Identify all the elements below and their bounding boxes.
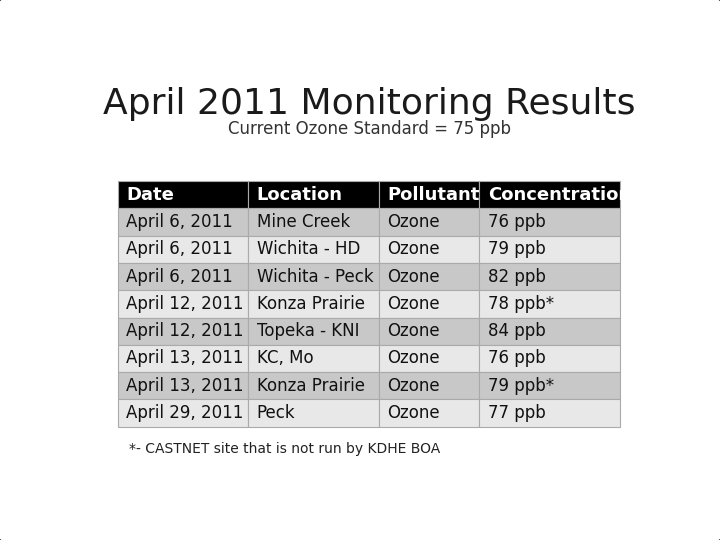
Bar (379, 208, 480, 236)
Text: Ozone: Ozone (387, 268, 440, 286)
Bar (248, 263, 379, 291)
Text: April 6, 2011: April 6, 2011 (126, 240, 233, 258)
Text: April 13, 2011: April 13, 2011 (126, 349, 244, 367)
Bar (118, 399, 248, 427)
Text: April 13, 2011: April 13, 2011 (126, 377, 244, 395)
Text: 79 ppb: 79 ppb (488, 240, 546, 258)
Bar (379, 236, 480, 263)
Bar (118, 291, 248, 318)
Text: Ozone: Ozone (387, 349, 440, 367)
Text: 78 ppb*: 78 ppb* (488, 295, 554, 313)
Text: Peck: Peck (257, 404, 295, 422)
Text: Konza Prairie: Konza Prairie (257, 377, 365, 395)
Text: Wichita - Peck: Wichita - Peck (257, 268, 374, 286)
Text: Current Ozone Standard = 75 ppb: Current Ozone Standard = 75 ppb (228, 120, 510, 138)
Text: 76 ppb: 76 ppb (488, 349, 546, 367)
Text: Date: Date (126, 186, 174, 204)
Text: 79 ppb*: 79 ppb* (488, 377, 554, 395)
Bar (379, 181, 480, 208)
Bar (480, 208, 620, 236)
Text: *- CASTNET site that is not run by KDHE BOA: *- CASTNET site that is not run by KDHE … (129, 442, 441, 456)
Bar (480, 263, 620, 291)
Bar (480, 181, 620, 208)
Text: 84 ppb: 84 ppb (488, 322, 546, 340)
Text: April 29, 2011: April 29, 2011 (126, 404, 243, 422)
Bar (118, 181, 248, 208)
Bar (480, 236, 620, 263)
Bar (118, 263, 248, 291)
Bar (379, 399, 480, 427)
Bar (248, 345, 379, 372)
Bar (480, 399, 620, 427)
Bar (379, 372, 480, 399)
Text: Mine Creek: Mine Creek (257, 213, 350, 231)
Text: Topeka - KNI: Topeka - KNI (257, 322, 359, 340)
Bar (248, 236, 379, 263)
Bar (248, 291, 379, 318)
Bar (480, 291, 620, 318)
Text: 76 ppb: 76 ppb (488, 213, 546, 231)
Bar (480, 372, 620, 399)
Bar (118, 372, 248, 399)
Bar (118, 208, 248, 236)
Text: April 12, 2011: April 12, 2011 (126, 295, 244, 313)
Text: 82 ppb: 82 ppb (488, 268, 546, 286)
Bar (248, 181, 379, 208)
Text: Pollutant: Pollutant (387, 186, 480, 204)
Text: Wichita - HD: Wichita - HD (257, 240, 360, 258)
Bar (248, 208, 379, 236)
Bar (379, 345, 480, 372)
Text: 77 ppb: 77 ppb (488, 404, 546, 422)
Text: Ozone: Ozone (387, 240, 440, 258)
Bar (480, 318, 620, 345)
Text: Konza Prairie: Konza Prairie (257, 295, 365, 313)
Bar (118, 236, 248, 263)
Text: Ozone: Ozone (387, 295, 440, 313)
Bar (379, 318, 480, 345)
Bar (480, 345, 620, 372)
Text: Location: Location (257, 186, 343, 204)
Bar (379, 263, 480, 291)
Text: Ozone: Ozone (387, 404, 440, 422)
Text: KC, Mo: KC, Mo (257, 349, 313, 367)
Text: Ozone: Ozone (387, 213, 440, 231)
Bar (248, 399, 379, 427)
Text: April 6, 2011: April 6, 2011 (126, 213, 233, 231)
Text: Concentration: Concentration (488, 186, 631, 204)
Bar (118, 318, 248, 345)
Text: Ozone: Ozone (387, 377, 440, 395)
Text: April 6, 2011: April 6, 2011 (126, 268, 233, 286)
Bar (248, 318, 379, 345)
Text: April 12, 2011: April 12, 2011 (126, 322, 244, 340)
Bar (118, 345, 248, 372)
Bar (248, 372, 379, 399)
Bar (379, 291, 480, 318)
Text: Ozone: Ozone (387, 322, 440, 340)
Text: April 2011 Monitoring Results: April 2011 Monitoring Results (103, 87, 635, 122)
